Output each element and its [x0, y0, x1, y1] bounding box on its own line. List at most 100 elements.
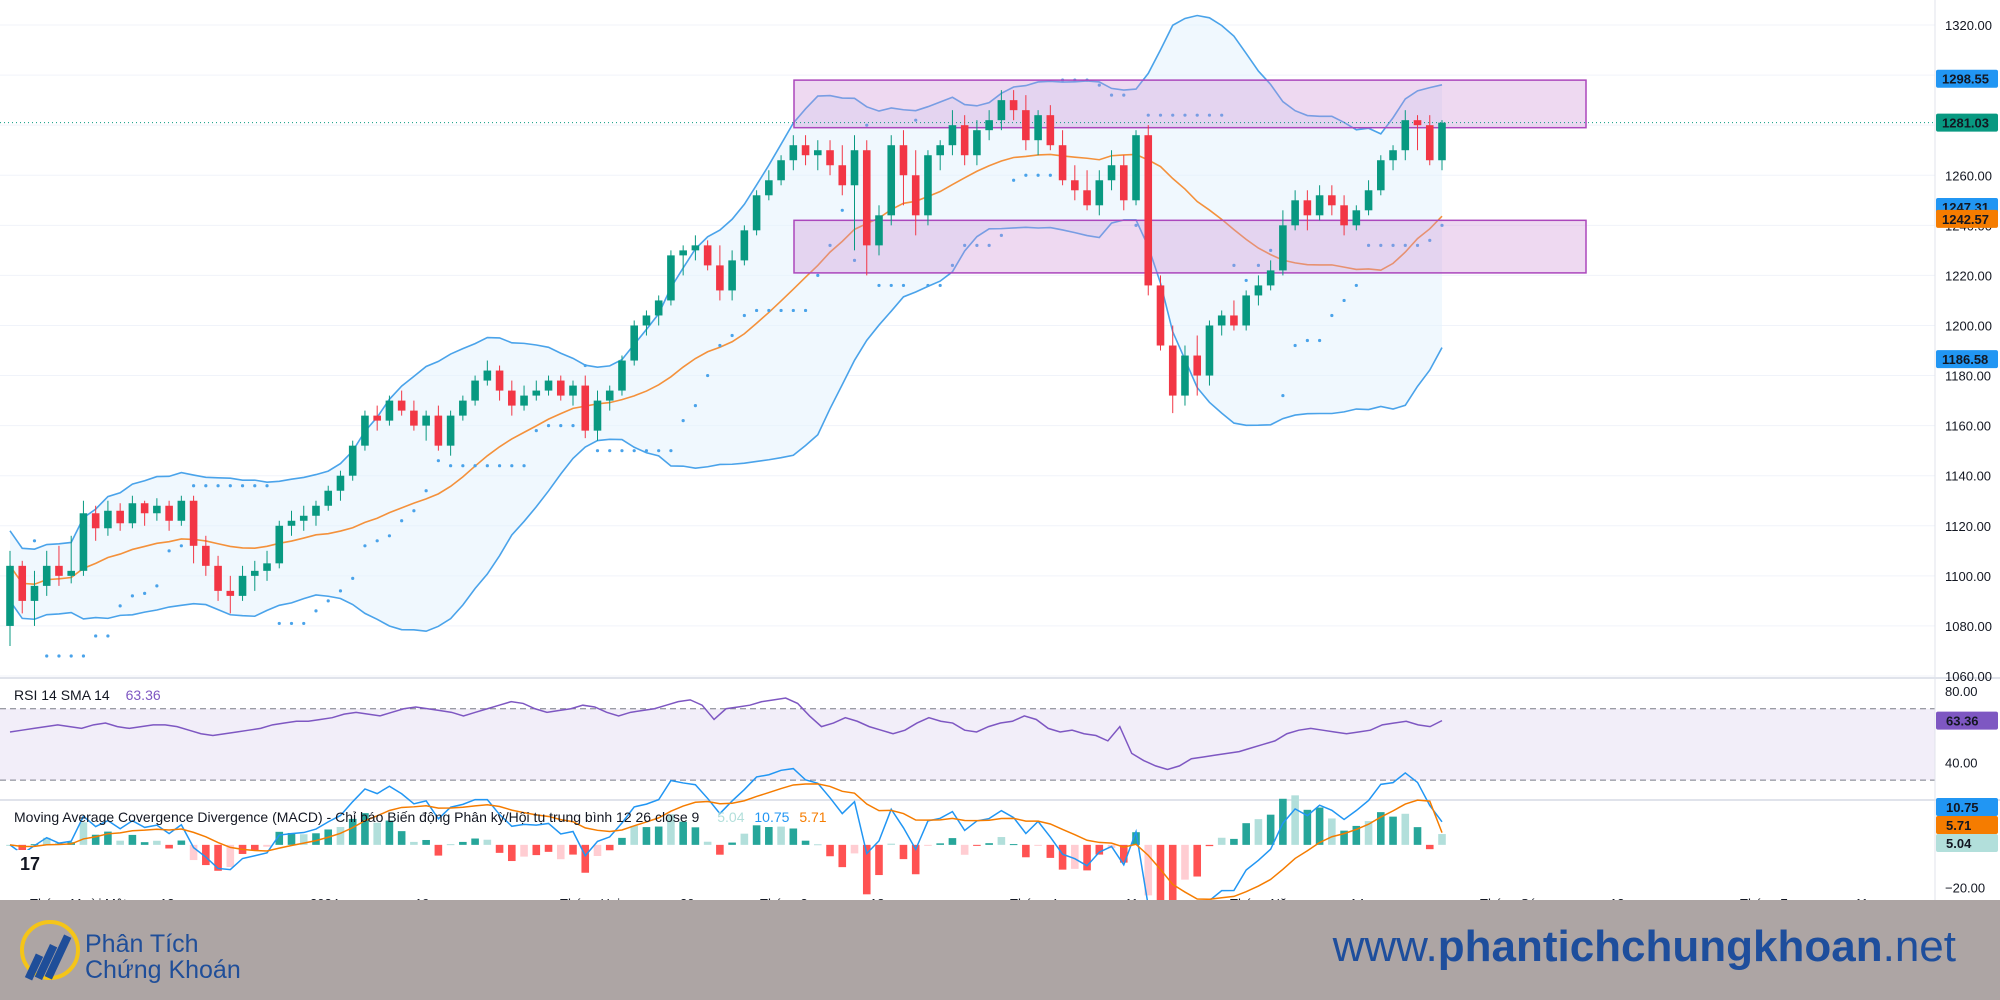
sar-dot [583, 363, 587, 368]
macd-histogram-bar [1279, 798, 1287, 845]
rsi-legend-value: 63.36 [126, 687, 161, 703]
candle-body [1279, 225, 1287, 271]
candle-body [1242, 295, 1250, 326]
price-label-text: 1186.58 [1942, 352, 1988, 367]
sar-dot [1293, 343, 1297, 348]
candle-body [116, 510, 124, 524]
website-url[interactable]: www.phantichchungkhoan.net [1333, 922, 1956, 972]
macd-histogram-bar [777, 826, 785, 845]
candle-body [275, 525, 284, 564]
candle-body [789, 145, 798, 161]
macd-panel [6, 767, 1446, 900]
macd-tick-label: −20.00 [1945, 881, 1985, 896]
sar-dot [314, 609, 318, 613]
macd-histogram-bar [1438, 834, 1446, 845]
candle-body [67, 570, 75, 576]
macd-histogram-bar [862, 844, 871, 895]
macd-histogram-bar [1413, 827, 1422, 845]
candle-body [1438, 122, 1446, 161]
macd-histogram-bar [1132, 832, 1140, 845]
candle-body [838, 165, 847, 186]
macd-histogram-bar [1425, 844, 1434, 850]
macd-histogram-bar [691, 827, 700, 845]
candle-body [642, 315, 651, 326]
candle-body [752, 195, 761, 231]
price-label-text: 1242.57 [1942, 212, 1989, 227]
sar-dot [1391, 243, 1395, 247]
macd-histogram-bar [471, 838, 479, 845]
candle-body [618, 360, 626, 391]
sar-dot [1415, 243, 1420, 247]
macd-histogram-bar [336, 826, 345, 845]
chart-canvas[interactable]: 1060.001080.001100.001120.001140.001160.… [0, 0, 2000, 900]
macd-histogram-bar [667, 814, 675, 845]
candle-body [459, 400, 467, 416]
macd-histogram-bar [520, 844, 528, 857]
sar-dot [1440, 223, 1444, 227]
candle-body [177, 500, 186, 521]
sar-dot [143, 591, 147, 595]
tradingview-logo-icon[interactable]: 17 [14, 850, 48, 876]
macd-histogram-bar [850, 844, 859, 854]
time-tick-label: 13 [1610, 896, 1624, 900]
macd-histogram-bar [1315, 807, 1324, 845]
candle-body [1119, 165, 1128, 201]
sar-dot [1097, 83, 1101, 87]
macd-label-text: 10.75 [1946, 800, 1979, 815]
macd-histogram-bar [801, 840, 810, 845]
sar-dot [595, 449, 600, 453]
macd-histogram-bar [654, 826, 663, 845]
sar-dot [216, 484, 220, 488]
macd-histogram-bar [1119, 844, 1128, 863]
candle-body [79, 513, 88, 571]
macd-histogram-bar [814, 844, 822, 846]
macd-label-badge [1936, 834, 1998, 852]
macd-histogram-bar [361, 813, 369, 845]
bollinger-fill [10, 15, 1442, 632]
brand-logo[interactable]: Phân Tích Chứng Khoán [20, 914, 250, 986]
macd-histogram-bar [483, 839, 492, 845]
candle-body [728, 260, 736, 291]
sar-dot [1220, 113, 1224, 117]
candle-body [1230, 315, 1238, 326]
sar-dot [522, 464, 526, 468]
candle-body [679, 250, 687, 256]
macd-histogram-bar [1364, 821, 1373, 845]
sar-dot [289, 621, 294, 626]
macd-histogram-bar [275, 831, 284, 845]
macd-histogram-bar [189, 844, 198, 861]
candle-body [55, 565, 63, 576]
sar-dot [351, 576, 355, 580]
candle-body [862, 150, 871, 246]
sar-dot [828, 243, 832, 247]
candle-body [936, 145, 944, 156]
candle-body [716, 265, 724, 291]
candle-body [1058, 145, 1067, 181]
macd-histogram-bar [1095, 844, 1104, 855]
sar-dot [179, 544, 183, 548]
candle-body [1217, 315, 1226, 326]
price-label-badge [1936, 69, 1998, 88]
sar-dot [1171, 113, 1175, 117]
sar-dot [1428, 238, 1432, 242]
sar-dot [167, 549, 171, 553]
macd-histogram-bar [716, 844, 724, 855]
price-tick-label: 1320.00 [1945, 18, 1992, 33]
macd-histogram-bar [936, 843, 944, 845]
footer-banner: Phân Tích Chứng Khoán www.phantichchungk… [0, 900, 2000, 1000]
time-tick-label: Tháng 4 [1010, 896, 1058, 900]
macd-histogram-bar [385, 820, 394, 845]
candle-body [1107, 165, 1116, 181]
candle-body [581, 385, 590, 431]
macd-histogram-bar [630, 825, 638, 845]
macd-legend: Moving Average Covergence Divergence (MA… [14, 809, 827, 825]
sar-dot [191, 484, 196, 488]
candle-body [397, 400, 406, 411]
macd-histogram-bar [508, 844, 516, 862]
sar-dot [1036, 173, 1040, 177]
macd-histogram-bar [973, 844, 981, 846]
sar-dot [69, 654, 73, 658]
candle-body [1181, 355, 1189, 396]
sar-dot [1109, 93, 1114, 97]
sar-dot [546, 424, 551, 428]
